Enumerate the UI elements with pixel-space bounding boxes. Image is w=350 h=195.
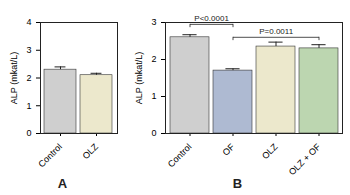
svg-text:4: 4 <box>26 17 31 27</box>
svg-text:3: 3 <box>26 45 31 55</box>
svg-text:ALP (mkat/L): ALP (mkat/L) <box>134 52 144 104</box>
svg-text:OLZ: OLZ <box>80 141 100 161</box>
svg-text:OLZ + OF: OLZ + OF <box>287 141 323 175</box>
svg-text:P=0.0011: P=0.0011 <box>259 27 293 36</box>
svg-text:P<0.0001: P<0.0001 <box>194 14 229 23</box>
svg-text:0: 0 <box>151 128 156 138</box>
svg-text:ALP (mkat/L): ALP (mkat/L) <box>9 52 19 104</box>
svg-text:1: 1 <box>26 101 31 111</box>
svg-text:OLZ: OLZ <box>260 141 280 161</box>
svg-text:2: 2 <box>26 73 31 83</box>
svg-text:0: 0 <box>26 128 31 138</box>
html-text:A: A <box>57 176 68 191</box>
svg-text:1: 1 <box>151 91 156 101</box>
svg-text:Control: Control <box>36 142 64 170</box>
svg-text:2: 2 <box>151 54 156 64</box>
svg-text:Control: Control <box>166 142 194 170</box>
svg-text:3: 3 <box>151 17 156 27</box>
svg-text:OF: OF <box>221 141 237 157</box>
html-text:B: B <box>232 176 243 191</box>
